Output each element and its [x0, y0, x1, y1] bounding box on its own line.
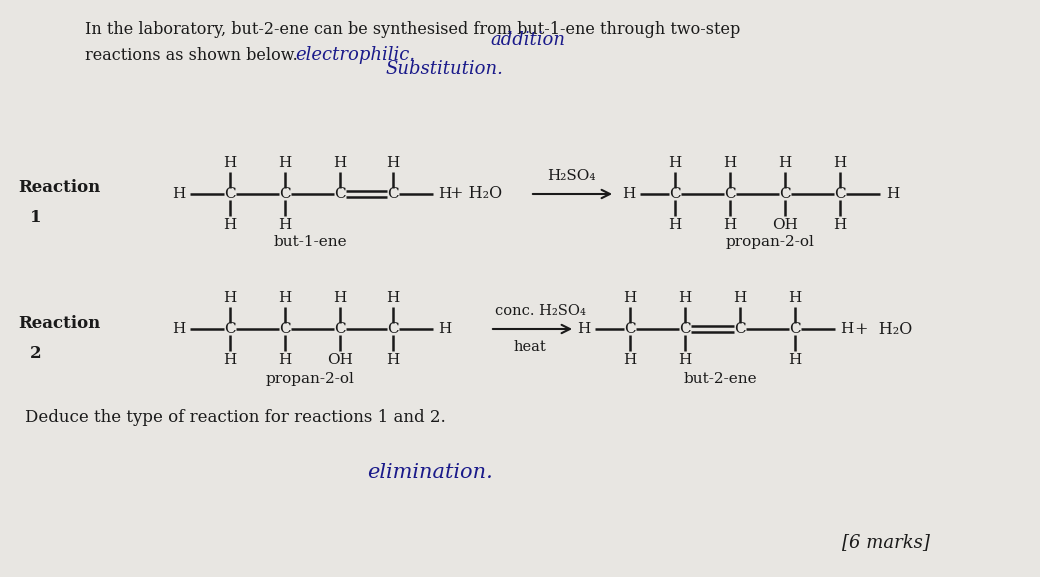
Text: propan-2-ol: propan-2-ol — [265, 372, 355, 386]
Text: H: H — [669, 156, 681, 170]
Text: OH: OH — [327, 353, 353, 367]
Text: 2: 2 — [30, 346, 42, 362]
Text: C: C — [624, 322, 635, 336]
Text: C: C — [779, 187, 790, 201]
Text: C: C — [387, 322, 398, 336]
Text: H: H — [724, 156, 736, 170]
Text: H: H — [788, 353, 802, 367]
Text: H: H — [279, 353, 291, 367]
Text: H: H — [334, 156, 346, 170]
Text: H: H — [678, 291, 692, 305]
Text: OH: OH — [772, 218, 798, 232]
Text: H: H — [622, 187, 635, 201]
Text: H: H — [279, 291, 291, 305]
Text: H: H — [224, 156, 237, 170]
Text: H: H — [334, 291, 346, 305]
Text: Deduce the type of reaction for reactions 1 and 2.: Deduce the type of reaction for reaction… — [25, 409, 446, 425]
Text: C: C — [279, 187, 291, 201]
Text: H: H — [788, 291, 802, 305]
Text: H: H — [224, 353, 237, 367]
Text: propan-2-ol: propan-2-ol — [726, 235, 814, 249]
Text: H: H — [669, 218, 681, 232]
Text: H: H — [840, 322, 853, 336]
Text: H: H — [172, 187, 185, 201]
Text: H: H — [387, 353, 399, 367]
Text: H: H — [733, 291, 747, 305]
Text: but-1-ene: but-1-ene — [274, 235, 346, 249]
Text: H: H — [224, 291, 237, 305]
Text: C: C — [225, 187, 236, 201]
Text: electrophilic.: electrophilic. — [295, 46, 415, 64]
Text: C: C — [334, 322, 346, 336]
Text: H: H — [833, 218, 847, 232]
Text: [6 marks]: [6 marks] — [842, 533, 930, 551]
Text: but-2-ene: but-2-ene — [683, 372, 757, 386]
Text: reactions as shown below.: reactions as shown below. — [85, 47, 297, 63]
Text: C: C — [679, 322, 691, 336]
Text: H: H — [438, 322, 451, 336]
Text: C: C — [734, 322, 746, 336]
Text: H: H — [886, 187, 900, 201]
Text: H: H — [833, 156, 847, 170]
Text: H: H — [623, 353, 636, 367]
Text: +  H₂O: + H₂O — [855, 320, 912, 338]
Text: In the laboratory, but-2-ene can be synthesised from but-1-ene through two-step: In the laboratory, but-2-ene can be synt… — [85, 21, 740, 38]
Text: H: H — [724, 218, 736, 232]
Text: H: H — [279, 218, 291, 232]
Text: H: H — [678, 353, 692, 367]
Text: Substitution.: Substitution. — [385, 60, 503, 78]
Text: H: H — [279, 156, 291, 170]
Text: + H₂O: + H₂O — [450, 185, 502, 203]
Text: H₂SO₄: H₂SO₄ — [547, 169, 596, 183]
Text: H: H — [577, 322, 590, 336]
Text: H: H — [387, 156, 399, 170]
Text: C: C — [334, 187, 346, 201]
Text: C: C — [225, 322, 236, 336]
Text: C: C — [789, 322, 801, 336]
Text: elimination.: elimination. — [367, 463, 493, 481]
Text: 1: 1 — [30, 208, 42, 226]
Text: Reaction: Reaction — [18, 316, 100, 332]
Text: H: H — [224, 218, 237, 232]
Text: C: C — [387, 187, 398, 201]
Text: C: C — [724, 187, 736, 201]
Text: H: H — [778, 156, 791, 170]
Text: addition: addition — [490, 31, 565, 49]
Text: C: C — [669, 187, 681, 201]
Text: H: H — [623, 291, 636, 305]
Text: H: H — [172, 322, 185, 336]
Text: conc. H₂SO₄: conc. H₂SO₄ — [495, 304, 586, 318]
Text: C: C — [834, 187, 846, 201]
Text: C: C — [279, 322, 291, 336]
Text: heat: heat — [514, 340, 547, 354]
Text: H: H — [387, 291, 399, 305]
Text: H: H — [438, 187, 451, 201]
Text: Reaction: Reaction — [18, 178, 100, 196]
